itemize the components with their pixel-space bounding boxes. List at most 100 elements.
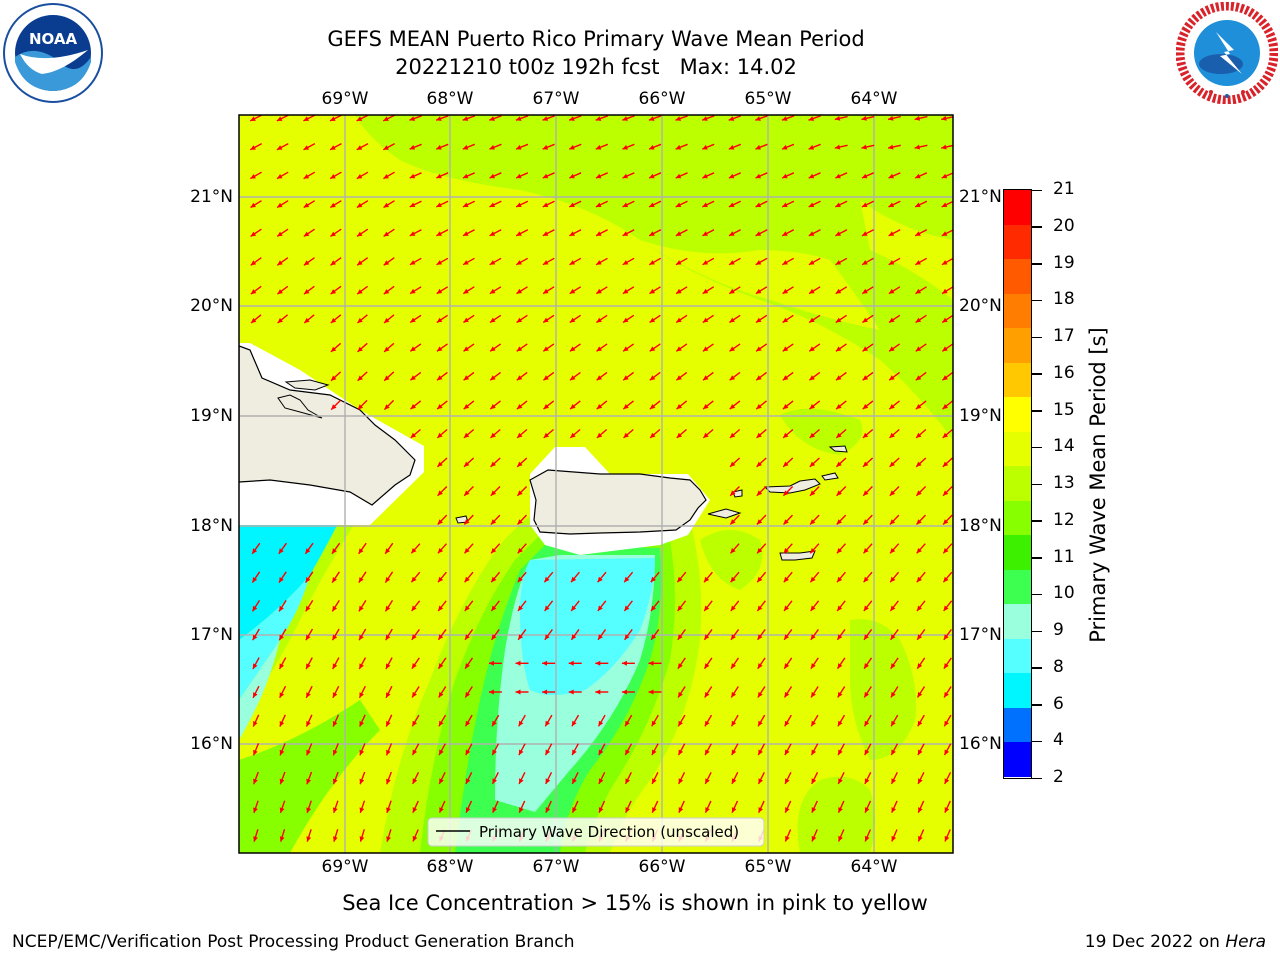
wave-arrow-head [756, 461, 762, 467]
wave-arrow-head [358, 548, 364, 554]
wave-arrow-head [836, 490, 842, 496]
wave-arrow-head [572, 807, 577, 813]
wave-arrow-head [596, 231, 602, 236]
wave-arrow-head [463, 346, 469, 352]
lon-label-top: 67°W [532, 89, 580, 109]
wave-arrow-head [731, 807, 737, 813]
wave-arrow-head [890, 634, 896, 640]
wave-arrow-head [410, 432, 417, 438]
wave-arrow-head [463, 432, 470, 438]
wave-arrow-head [891, 835, 897, 842]
wave-arrow-head [306, 836, 312, 842]
wave-arrow-head [545, 807, 551, 813]
wave-arrow-head [438, 634, 444, 640]
wave-arrow-head [543, 432, 550, 438]
colorbar-tick-mark [1032, 593, 1042, 596]
wave-arrow-head [517, 576, 523, 583]
wave-arrow-head [675, 173, 682, 179]
wave-arrow-head [330, 174, 336, 179]
wave-arrow-head [943, 605, 949, 611]
wave-arrow-head [864, 691, 870, 698]
wave-arrow-head [519, 807, 524, 813]
wave-arrow-head [624, 634, 630, 640]
colorbar [1003, 189, 1032, 779]
hispaniola-island [239, 345, 416, 506]
colorbar-segment [1004, 190, 1031, 225]
run-date: 19 Dec 2022 on Hera [1085, 932, 1266, 952]
branch-credit: NCEP/EMC/Verification Post Processing Pr… [12, 932, 575, 952]
wave-arrow-head [569, 288, 576, 294]
colorbar-tick-mark [1032, 667, 1042, 669]
period-band-9-10-west [239, 640, 280, 740]
wave-arrow-head [412, 749, 418, 756]
wave-arrow-head [837, 634, 843, 640]
colorbar-tick-label: 18 [1053, 289, 1075, 310]
wave-arrow-head [332, 548, 337, 554]
wave-arrow-head [463, 404, 470, 410]
wave-arrow-head [303, 145, 310, 150]
wave-arrow-head [702, 173, 708, 179]
wave-arrow-head [942, 375, 948, 381]
wave-arrow-head [757, 548, 763, 554]
wave-arrow-head [253, 721, 258, 727]
wave-arrow-head [703, 375, 709, 381]
wave-arrow-head [622, 116, 628, 121]
wave-arrow-head [782, 375, 789, 381]
wave-arrow-head [918, 835, 923, 842]
wave-arrow-head [651, 634, 657, 640]
wave-arrow-head [305, 577, 311, 583]
wave-arrow-head [837, 691, 843, 698]
wave-arrow-head [489, 116, 495, 121]
wave-arrow-head [704, 720, 710, 727]
wave-arrow-head [755, 260, 762, 265]
wave-arrow-head [729, 317, 735, 323]
wave-arrow-head [598, 720, 604, 727]
wave-arrow-head [306, 721, 311, 727]
wave-arrow-head [465, 691, 471, 698]
wave-arrow-head [651, 720, 657, 727]
wave-arrow-head [705, 807, 710, 813]
wave-arrow-head [359, 721, 364, 727]
wave-arrow-head [916, 519, 922, 525]
wave-arrow-head [891, 720, 896, 727]
lon-label-bottom: 66°W [638, 857, 686, 877]
wave-arrow-head [704, 663, 710, 669]
wave-arrow-head [623, 317, 629, 323]
wave-arrow-head [383, 289, 390, 295]
wave-arrow-head [942, 346, 948, 352]
wave-arrow-head [888, 231, 895, 236]
wave-arrow-head [888, 144, 894, 150]
wave-arrow-head [622, 202, 629, 207]
wave-arrow-head [808, 116, 815, 121]
wave-arrow-head [702, 346, 709, 352]
wave-arrow-head [756, 346, 762, 352]
wave-arrow-head [383, 231, 390, 237]
wave-arrow-head [917, 605, 922, 611]
wave-arrow-head [462, 173, 469, 179]
wave-arrow-head [516, 317, 523, 323]
wave-arrow-head [330, 116, 336, 121]
wave-arrow-head [651, 749, 657, 756]
wave-arrow-head [332, 605, 338, 612]
wave-arrow-head [356, 174, 363, 179]
wave-arrow-head [303, 174, 310, 179]
wave-arrow-head [755, 116, 761, 121]
colorbar-segment [1004, 224, 1031, 260]
wave-arrow-head [622, 231, 629, 236]
wave-arrow-head [436, 116, 442, 121]
colorbar-tick-mark [1032, 263, 1042, 265]
wave-arrow-head [386, 778, 391, 785]
wave-arrow-head [279, 721, 285, 727]
wave-arrow-head [595, 116, 602, 121]
wave-arrow-head [383, 260, 390, 266]
wave-arrow-head [488, 689, 494, 695]
lon-label-bottom: 64°W [850, 857, 898, 877]
wave-arrow-head [465, 749, 471, 756]
wave-arrow-head [782, 317, 789, 323]
wave-arrow-head [835, 317, 842, 323]
nws-logo [1175, 1, 1279, 105]
culebra-island [732, 489, 743, 498]
wave-arrow-head [728, 144, 735, 150]
wave-arrow-head [678, 720, 683, 727]
wave-arrow-head [785, 778, 790, 784]
